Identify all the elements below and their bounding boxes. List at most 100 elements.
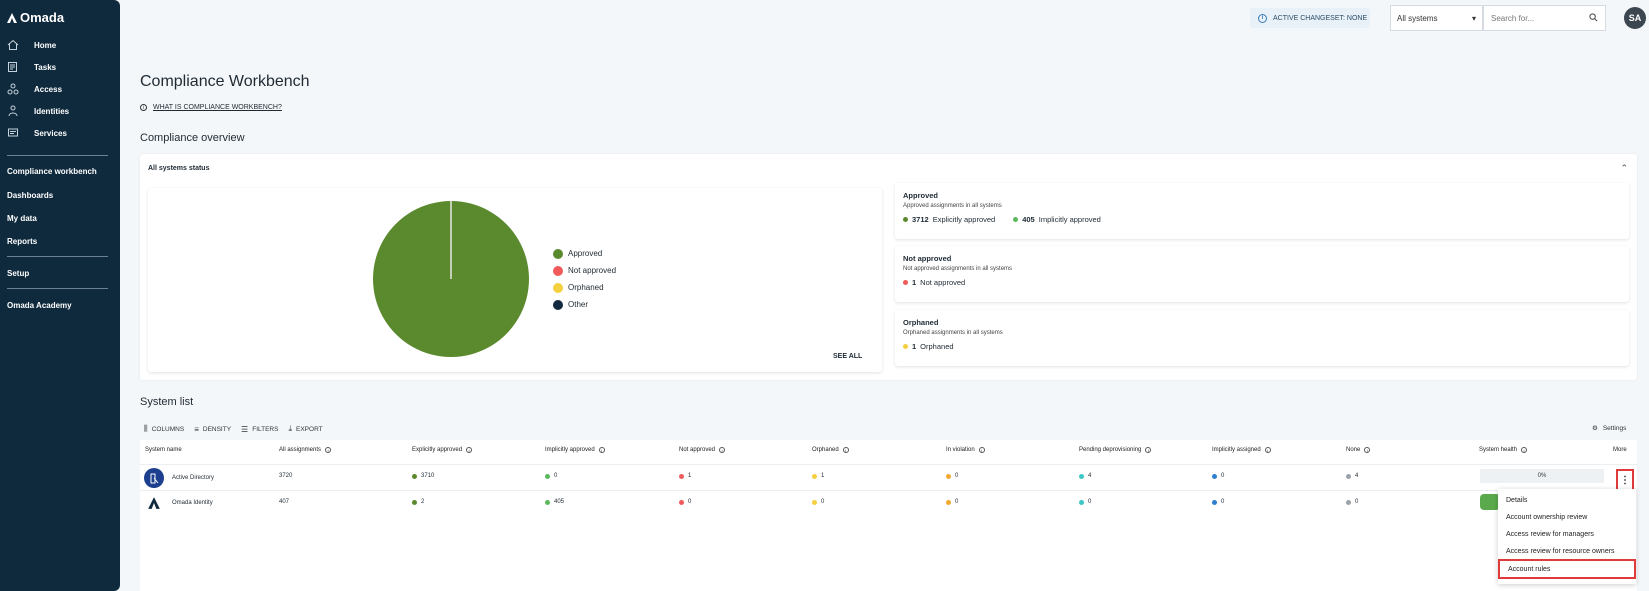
sidebar-item-access[interactable]: Access — [6, 81, 62, 97]
density-icon: ≡ — [194, 424, 199, 434]
column-header-explicitly-approved[interactable]: Explicitly approved i — [412, 447, 473, 453]
status-dot — [545, 499, 550, 505]
status-dot — [903, 217, 908, 222]
column-header-none[interactable]: None i — [1346, 447, 1371, 453]
column-header-pending-deprovisioning[interactable]: Pending deprovisioning i — [1079, 447, 1152, 453]
stat-value: 405 — [1022, 215, 1035, 224]
menu-item-account-rules[interactable]: Account rules — [1498, 559, 1636, 579]
cell-value: 0 — [554, 473, 558, 479]
avatar[interactable]: SA — [1624, 7, 1646, 29]
legend-label: Not approved — [568, 266, 617, 275]
menu-item-access-review-managers[interactable]: Access review for managers — [1506, 531, 1594, 538]
more-options-button[interactable]: ⋮ — [1616, 469, 1634, 491]
search-input[interactable]: Search for... — [1483, 5, 1606, 31]
status-dot — [1346, 473, 1351, 479]
not-approved-card[interactable]: Not approved Not approved assignments in… — [895, 246, 1629, 302]
cell-all-assignments: 407 — [279, 499, 290, 505]
column-header-implicitly-assigned[interactable]: Implicitly assigned i — [1212, 447, 1271, 453]
system-name[interactable]: Omada Identity — [172, 500, 213, 506]
sidebar-item-omada-academy[interactable]: Omada Academy — [7, 301, 72, 310]
header-label: In violation — [946, 447, 975, 453]
stat-label: Orphaned — [920, 342, 954, 351]
columns-button[interactable]: ⫼ COLUMNS — [144, 424, 184, 434]
filters-button[interactable]: ☰ FILTERS — [241, 424, 278, 434]
tasks-icon — [6, 60, 20, 74]
header-label: None — [1346, 447, 1361, 453]
status-dot — [679, 473, 684, 479]
cell-value: 0 — [688, 499, 692, 505]
see-all-link[interactable]: SEE ALL — [833, 353, 863, 360]
legend-label: Orphaned — [568, 283, 604, 292]
explicitly-approved-stat: 3712 Explicitly approved — [903, 215, 995, 224]
search-placeholder: Search for... — [1491, 13, 1535, 23]
info-icon: i — [1264, 447, 1271, 453]
column-header-in-violation[interactable]: In violation i — [946, 447, 985, 453]
menu-item-details[interactable]: Details — [1506, 497, 1528, 504]
omada-logo[interactable]: Omada — [6, 10, 64, 25]
settings-button[interactable]: ⚙ Settings — [1592, 424, 1627, 433]
cell-implicitly-assigned: 0 — [1212, 499, 1224, 505]
sidebar-item-dashboards[interactable]: Dashboards — [7, 191, 54, 200]
menu-item-account-ownership-review[interactable]: Account ownership review — [1506, 514, 1588, 521]
sidebar-item-my-data[interactable]: My data — [7, 214, 37, 223]
column-header-system-name[interactable]: System name — [145, 447, 182, 453]
column-header-not-approved[interactable]: Not approved i — [679, 447, 726, 453]
column-header-orphaned[interactable]: Orphaned i — [812, 447, 849, 453]
system-name-cell[interactable]: Active Directory — [144, 467, 214, 489]
help-link-label[interactable]: WHAT IS COMPLIANCE WORKBENCH? — [153, 104, 282, 111]
sidebar-item-reports[interactable]: Reports — [7, 237, 38, 246]
sidebar-item-tasks[interactable]: Tasks — [6, 59, 56, 75]
toolbar-label: COLUMNS — [151, 425, 185, 433]
cell-orphaned: 0 — [812, 499, 824, 505]
system-name[interactable]: Active Directory — [172, 475, 215, 481]
info-icon: i — [1258, 13, 1267, 23]
cell-implicitly-assigned: 0 — [1212, 473, 1224, 479]
sidebar-divider — [7, 155, 108, 156]
header-label: Implicitly assigned — [1212, 447, 1261, 453]
sidebar-item-home[interactable]: Home — [6, 37, 56, 53]
menu-item-access-review-resource-owners[interactable]: Access review for resource owners — [1506, 548, 1615, 555]
search-icon[interactable] — [1589, 12, 1598, 24]
cell-value: 405 — [554, 499, 565, 505]
orphaned-card[interactable]: Orphaned Orphaned assignments in all sys… — [895, 310, 1629, 366]
cell-none: 0 — [1346, 499, 1358, 505]
export-button[interactable]: ⤓ EXPORT — [288, 424, 322, 434]
column-header-all-assignments[interactable]: All assignments i — [279, 447, 332, 453]
sidebar-item-identities[interactable]: Identities — [6, 103, 69, 119]
card-subtitle: Not approved assignments in all systems — [903, 266, 1013, 272]
approved-card[interactable]: Approved Approved assignments in all sys… — [895, 183, 1629, 239]
column-header-system-health[interactable]: System health i — [1479, 447, 1528, 453]
services-icon — [6, 126, 20, 140]
sidebar-item-setup[interactable]: Setup — [7, 269, 30, 278]
stat-value: 3712 — [912, 215, 929, 224]
system-select[interactable]: All systems ▾ — [1390, 5, 1483, 31]
settings-label: Settings — [1602, 424, 1627, 432]
info-icon: i — [598, 447, 605, 453]
column-header-implicitly-approved[interactable]: Implicitly approved i — [545, 447, 605, 453]
header-label: Implicitly approved — [545, 447, 595, 453]
status-dot — [412, 499, 417, 505]
cell-implicitly-approved: 405 — [545, 499, 564, 505]
compliance-overview-panel: All systems status ⌃ Approved Not approv… — [140, 154, 1637, 380]
density-button[interactable]: ≡ DENSITY — [194, 424, 231, 434]
system-name-cell[interactable]: Omada Identity — [144, 492, 213, 514]
cell-value: 1 — [688, 473, 692, 479]
status-dot — [903, 344, 908, 349]
sidebar-item-compliance-workbench[interactable]: Compliance workbench — [7, 167, 97, 176]
sidebar-item-services[interactable]: Services — [6, 125, 67, 141]
info-icon: i — [1364, 447, 1371, 453]
cell-in-violation: 0 — [946, 499, 958, 505]
cell-value: 3710 — [421, 473, 435, 479]
active-changeset-badge[interactable]: i ACTIVE CHANGESET: NONE — [1250, 8, 1370, 28]
panel-title: All systems status — [148, 165, 210, 172]
chevron-up-icon[interactable]: ⌃ — [1620, 163, 1628, 173]
page-title: Compliance Workbench — [140, 73, 310, 90]
cell-value: 0 — [955, 473, 959, 479]
kebab-icon: ⋮ — [1620, 474, 1630, 486]
header-label: System health — [1479, 447, 1518, 453]
column-header-more: More — [1613, 447, 1627, 453]
table-toolbar: ⫼ COLUMNS ≡ DENSITY ☰ FILTERS ⤓ EXPORT — [144, 424, 323, 434]
help-link[interactable]: i WHAT IS COMPLIANCE WORKBENCH? — [140, 104, 282, 111]
changeset-label: ACTIVE CHANGESET: NONE — [1273, 14, 1368, 22]
stat-label: Implicitly approved — [1038, 215, 1101, 224]
